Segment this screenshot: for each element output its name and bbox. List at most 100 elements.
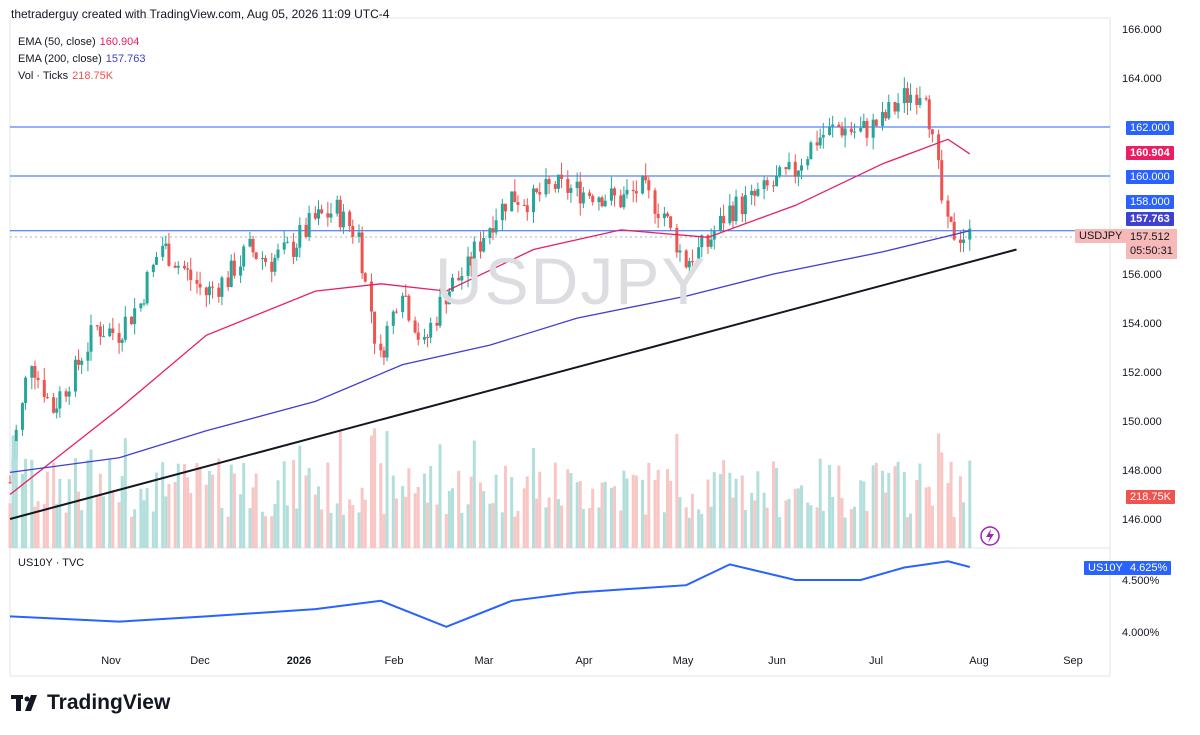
volume-bar [401, 486, 405, 548]
candle-body [469, 256, 473, 266]
volume-bar [189, 493, 193, 548]
volume-bar [58, 478, 62, 548]
volume-bar [488, 503, 492, 548]
volume-bar [295, 508, 299, 548]
volume-bar [472, 440, 476, 548]
candle-body [316, 209, 320, 219]
volume-bar [494, 474, 498, 548]
candle-body [843, 128, 847, 136]
volume-bar [379, 463, 383, 548]
candle-body [472, 241, 476, 266]
candle-body [207, 286, 211, 296]
candle-body [422, 336, 426, 340]
candle-body [479, 241, 483, 252]
volume-bar [613, 486, 617, 548]
candle-body [30, 366, 34, 378]
legend-volume[interactable]: Vol · Ticks 218.75K [18, 70, 113, 82]
candle-body [909, 94, 913, 103]
volume-bar [64, 512, 68, 548]
volume-bar [316, 486, 320, 548]
volume-bar [416, 487, 420, 548]
candle-body [653, 190, 657, 214]
candle-body [304, 224, 308, 237]
volume-bar [958, 476, 962, 548]
candle-body [183, 265, 187, 269]
volume-bar [491, 503, 495, 548]
volume-bar [762, 492, 766, 548]
candle-body [718, 216, 722, 231]
candle-body [600, 197, 604, 207]
candle-body [750, 190, 754, 196]
tradingview-logo[interactable]: TradingView [11, 691, 170, 715]
candle-body [217, 287, 221, 297]
volume-bar [503, 465, 507, 548]
volume-bar [937, 433, 941, 548]
candle-body [52, 397, 56, 413]
symbol-tag[interactable]: USDJPY [1075, 229, 1127, 243]
volume-bar [591, 488, 595, 548]
candle-body [924, 98, 928, 100]
candle-body [251, 238, 255, 253]
volume-bar [625, 478, 629, 548]
candle-body [962, 239, 966, 244]
time-tick: Jun [768, 655, 786, 667]
volume-bar [42, 504, 46, 548]
volume-bar [569, 472, 573, 548]
lower-pane-label[interactable]: US10Y · TVC [18, 557, 85, 569]
candle-body [186, 268, 190, 270]
volume-bar [918, 463, 922, 548]
volume-bar [930, 505, 934, 548]
volume-bar [229, 464, 233, 548]
candle-body [884, 112, 888, 119]
volume-bar [173, 481, 177, 548]
volume-bar [52, 462, 56, 548]
candle-body [379, 343, 383, 351]
volume-bar [862, 481, 866, 548]
volume-bar [98, 473, 102, 548]
candle-body [566, 178, 570, 193]
candle-body [292, 241, 296, 257]
candle-body [491, 228, 495, 233]
candle-body [828, 126, 832, 135]
volume-bar [706, 479, 710, 548]
candle-body [488, 228, 492, 238]
volume-bar [357, 512, 361, 548]
candle-body [382, 350, 386, 358]
candle-body [952, 221, 956, 240]
volume-bar [619, 510, 623, 548]
volume-bar [806, 502, 810, 548]
volume-bar [176, 463, 180, 548]
volume-bar [466, 504, 470, 548]
candle-body [553, 184, 557, 189]
candle-body [438, 296, 442, 326]
volume-bar [161, 462, 165, 548]
volume-bar [338, 429, 342, 548]
volume-bar [728, 472, 732, 548]
candle-body [775, 176, 779, 187]
volume-bar [647, 462, 651, 548]
volume-bar [435, 504, 439, 548]
lightning-icon[interactable] [979, 525, 1001, 547]
candle-body [946, 200, 950, 217]
volume-bar [697, 509, 701, 548]
volume-bar [382, 514, 386, 548]
candle-body [771, 185, 775, 187]
us10y-line [9, 560, 971, 628]
legend-ema200[interactable]: EMA (200, close) 157.763 [18, 53, 146, 65]
volume-bar [145, 487, 149, 548]
volume-bar [513, 516, 517, 548]
volume-bar [248, 508, 252, 548]
legend-ema50[interactable]: EMA (50, close) 160.904 [18, 36, 139, 48]
us10y-symbol-tag[interactable]: US10Y [1084, 561, 1127, 575]
volume-bar [123, 438, 127, 548]
time-tick: Nov [101, 655, 121, 667]
candle-body [55, 408, 59, 413]
volume-bar [734, 478, 738, 548]
volume-bar [644, 514, 648, 548]
volume-bar [260, 511, 264, 548]
candle-body [307, 213, 311, 237]
candle-body [734, 196, 738, 222]
candle-body [298, 224, 302, 248]
candle-body [690, 261, 694, 263]
